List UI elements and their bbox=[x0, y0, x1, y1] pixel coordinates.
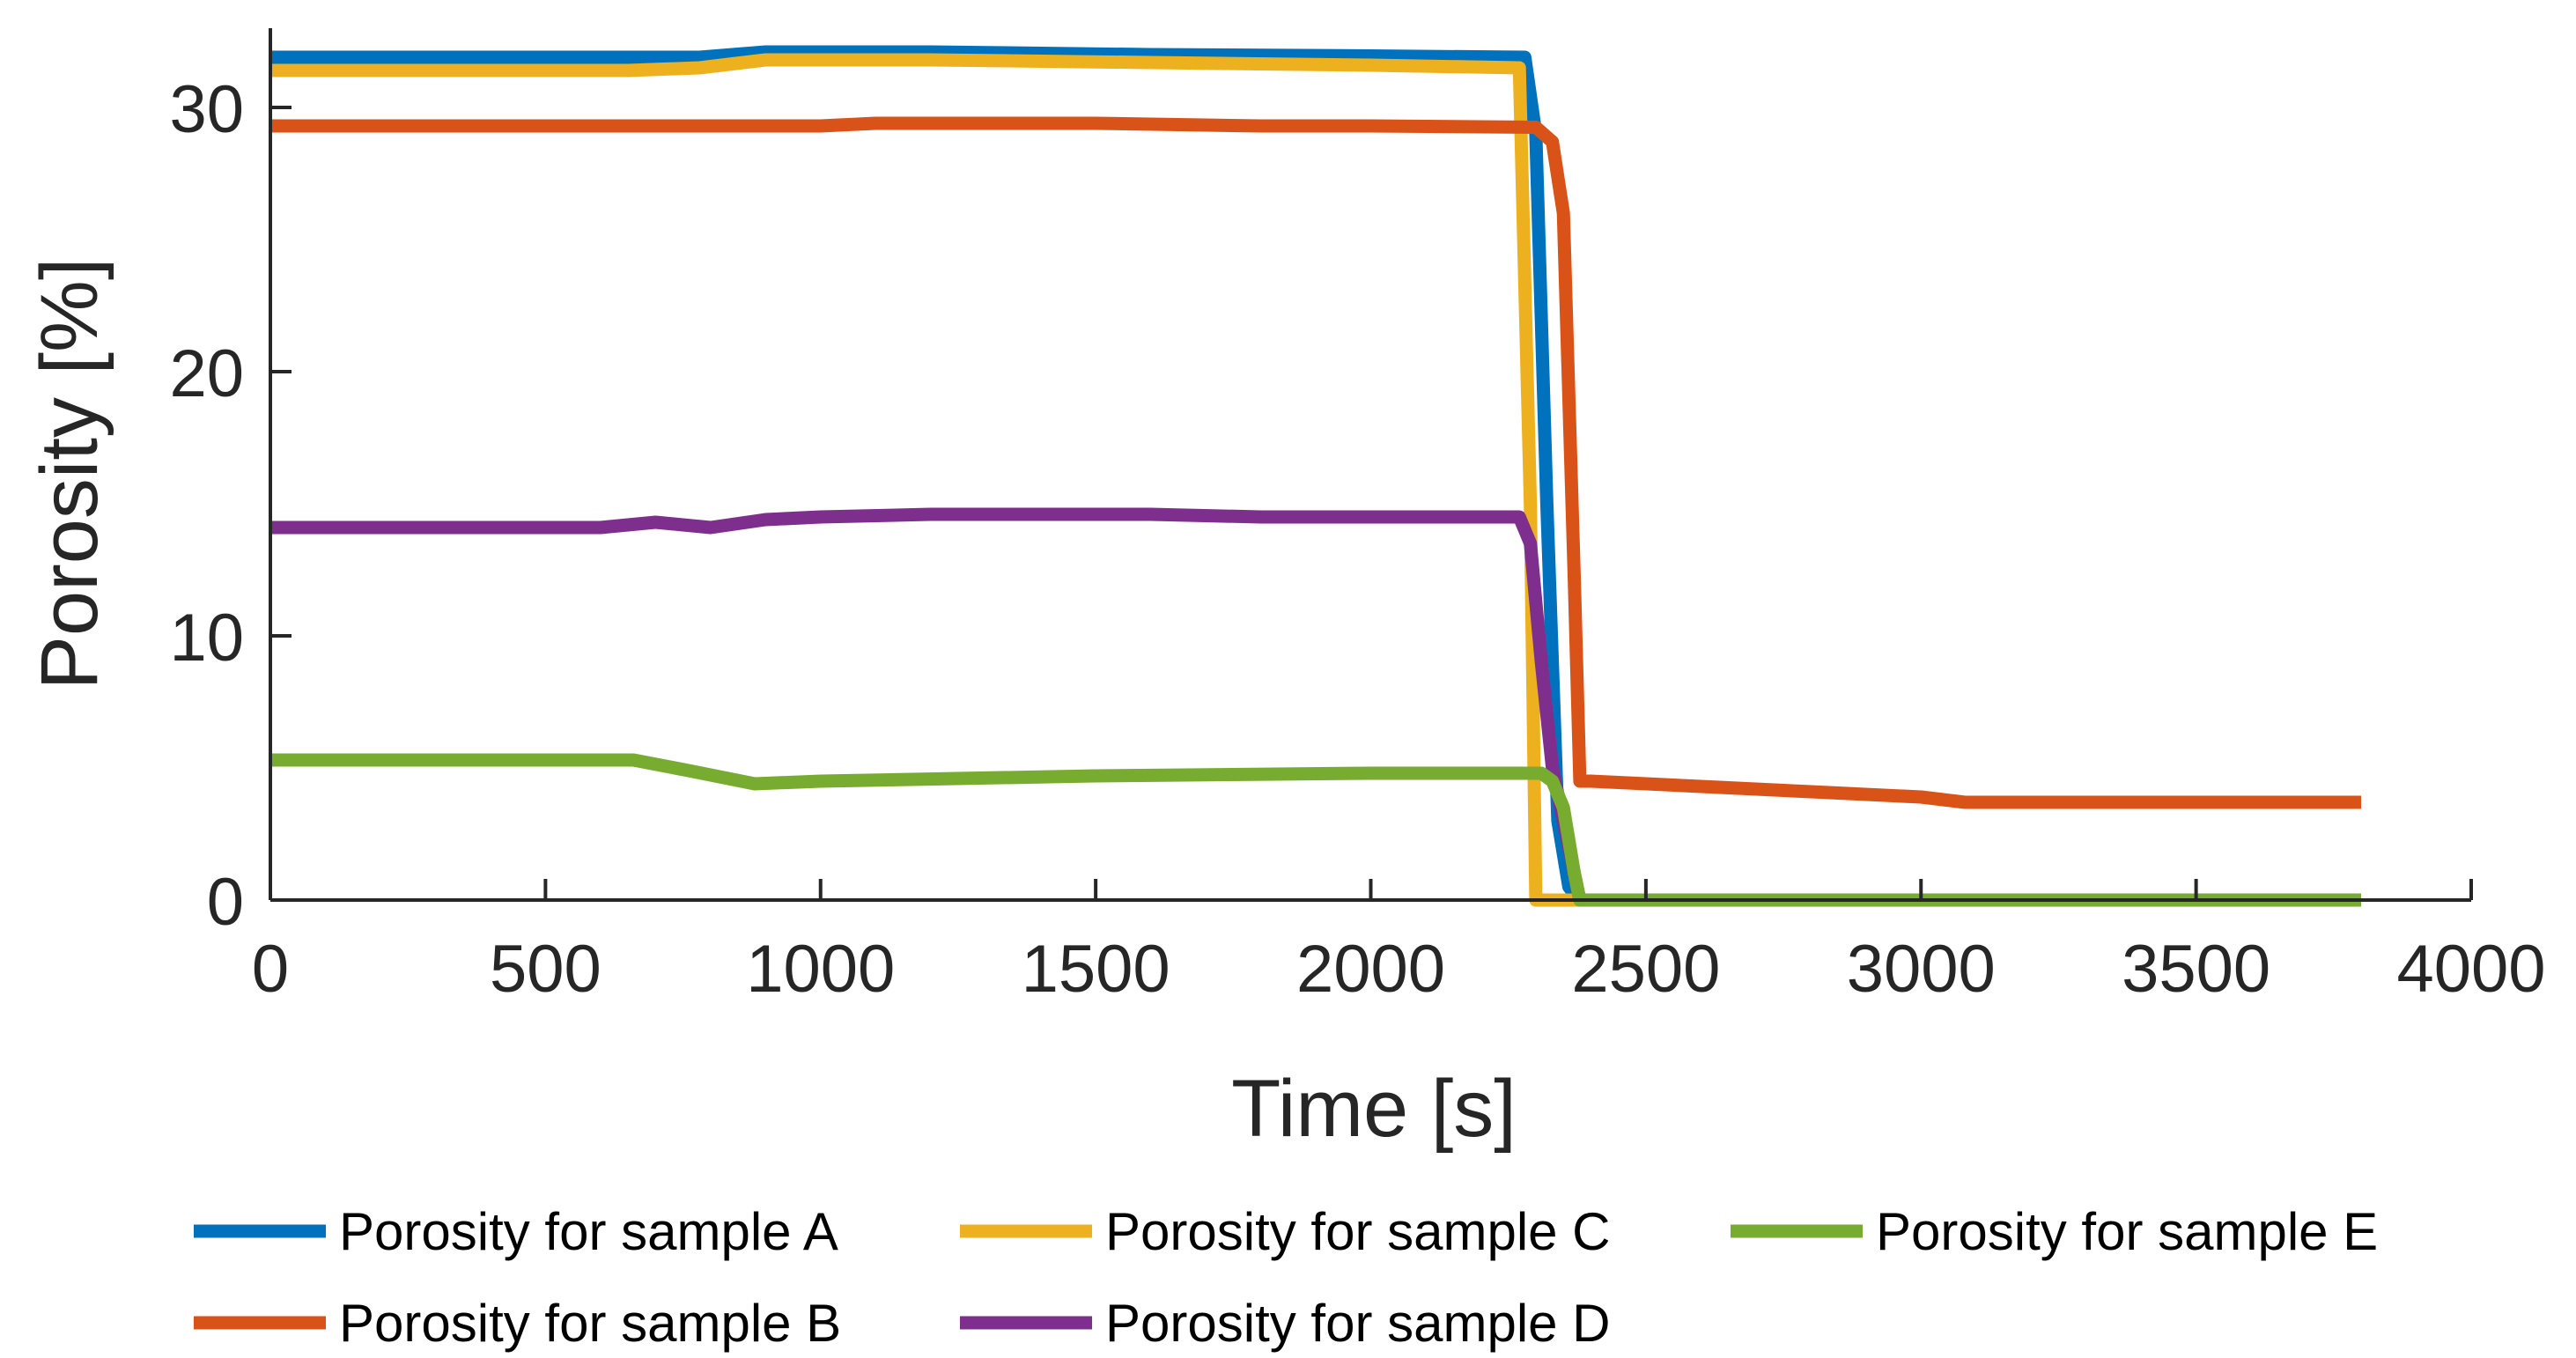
legend-label: Porosity for sample B bbox=[339, 1294, 841, 1353]
x-tick-label: 4000 bbox=[2396, 932, 2545, 1007]
series-line-e bbox=[270, 753, 2361, 907]
x-tick-label: 0 bbox=[252, 932, 289, 1007]
x-axis-label: Time [s] bbox=[1231, 1064, 1517, 1154]
x-tick-label: 2500 bbox=[1571, 932, 1720, 1007]
x-tick-label: 1000 bbox=[746, 932, 895, 1007]
y-tick-label: 10 bbox=[169, 601, 244, 675]
y-tick-label: 0 bbox=[207, 865, 244, 940]
x-tick-label: 1500 bbox=[1022, 932, 1170, 1007]
legend-label: Porosity for sample D bbox=[1105, 1294, 1611, 1353]
x-tick-label: 500 bbox=[490, 932, 602, 1007]
legend-label: Porosity for sample E bbox=[1876, 1202, 2378, 1261]
series-line-b bbox=[270, 116, 2361, 809]
axes-layer: 0 500 1000 1500 2000 2500 3000 3500 4000 0 10 20 30 bbox=[169, 28, 2546, 1007]
legend: Porosity for sample A Porosity for sample… bbox=[194, 1202, 2378, 1353]
y-axis-label: Porosity [%] bbox=[25, 258, 114, 690]
x-tick-label: 3500 bbox=[2122, 932, 2270, 1007]
legend-label: Porosity for sample A bbox=[339, 1202, 838, 1261]
y-tick-label: 20 bbox=[169, 336, 244, 411]
y-tick-label: 30 bbox=[169, 72, 244, 147]
legend-label: Porosity for sample C bbox=[1105, 1202, 1611, 1261]
x-tick-label: 2000 bbox=[1296, 932, 1445, 1007]
x-tick-label: 3000 bbox=[1847, 932, 1996, 1007]
